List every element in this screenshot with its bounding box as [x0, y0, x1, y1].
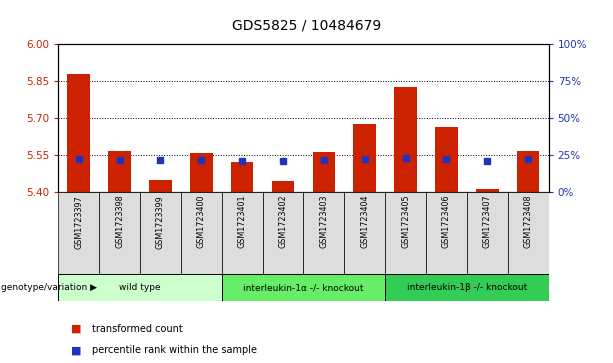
Text: interleukin-1β -/- knockout: interleukin-1β -/- knockout — [407, 283, 527, 292]
Bar — [231, 162, 253, 192]
Text: ■: ■ — [70, 345, 81, 355]
Bar — [303, 192, 345, 274]
Text: percentile rank within the sample: percentile rank within the sample — [92, 345, 257, 355]
Bar — [58, 274, 222, 301]
Bar — [222, 192, 262, 274]
Text: interleukin-1α -/- knockout: interleukin-1α -/- knockout — [243, 283, 364, 292]
Text: GSM1723404: GSM1723404 — [360, 195, 369, 248]
Text: GSM1723408: GSM1723408 — [524, 195, 533, 248]
Text: GSM1723403: GSM1723403 — [319, 195, 329, 248]
Bar — [58, 192, 99, 274]
Bar — [190, 154, 213, 192]
Text: GSM1723398: GSM1723398 — [115, 195, 124, 248]
Text: GSM1723405: GSM1723405 — [401, 195, 410, 248]
Bar — [517, 151, 539, 192]
Bar — [222, 274, 385, 301]
Text: genotype/variation ▶: genotype/variation ▶ — [1, 283, 97, 292]
Text: GSM1723400: GSM1723400 — [197, 195, 206, 248]
Bar — [385, 192, 426, 274]
Bar — [181, 192, 222, 274]
Bar — [435, 127, 458, 192]
Text: transformed count: transformed count — [92, 323, 183, 334]
Text: GSM1723402: GSM1723402 — [278, 195, 287, 248]
Bar — [67, 74, 90, 192]
Text: GDS5825 / 10484679: GDS5825 / 10484679 — [232, 18, 381, 32]
Text: GSM1723407: GSM1723407 — [483, 195, 492, 248]
Bar — [272, 181, 294, 192]
Text: GSM1723406: GSM1723406 — [442, 195, 451, 248]
Bar — [345, 192, 385, 274]
Bar — [99, 192, 140, 274]
Bar — [262, 192, 303, 274]
Bar — [467, 192, 508, 274]
Bar — [140, 192, 181, 274]
Text: GSM1723399: GSM1723399 — [156, 195, 165, 249]
Bar — [313, 152, 335, 192]
Bar — [109, 151, 131, 192]
Bar — [354, 124, 376, 192]
Bar — [476, 189, 498, 192]
Text: GSM1723401: GSM1723401 — [238, 195, 246, 248]
Text: GSM1723397: GSM1723397 — [74, 195, 83, 249]
Bar — [394, 87, 417, 192]
Bar — [385, 274, 549, 301]
Text: wild type: wild type — [119, 283, 161, 292]
Bar — [508, 192, 549, 274]
Text: ■: ■ — [70, 323, 81, 334]
Bar — [426, 192, 467, 274]
Bar — [149, 180, 172, 192]
